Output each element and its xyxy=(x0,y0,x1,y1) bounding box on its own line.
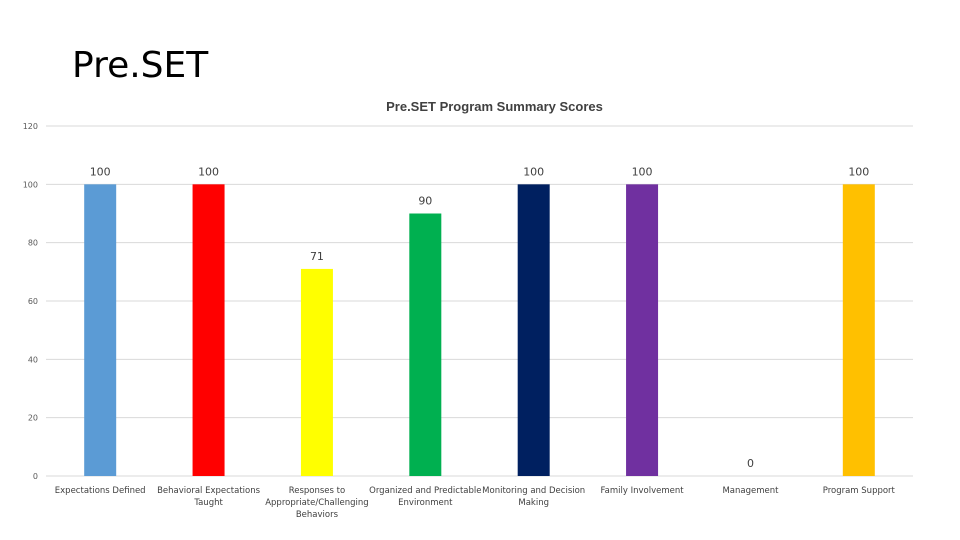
y-tick-label: 120 xyxy=(23,122,38,131)
x-tick-label: Monitoring and Decision Making xyxy=(482,486,585,508)
x-tick-label-line: Environment xyxy=(398,498,453,508)
data-label: 100 xyxy=(198,165,219,178)
bar xyxy=(842,184,875,477)
bar xyxy=(192,184,225,477)
x-tick-label: Expectations Defined xyxy=(55,486,146,496)
x-tick-label: Organized and Predictable Environment xyxy=(369,486,481,508)
data-label: 100 xyxy=(848,165,869,178)
x-tick-label-line: Program Support xyxy=(823,486,896,496)
x-tick-label-line: Management xyxy=(722,486,779,496)
chart-title: Pre.SET Program Summary Scores xyxy=(386,99,603,114)
data-label: 100 xyxy=(632,165,653,178)
x-tick-label: Family Involvement xyxy=(601,486,685,496)
bar xyxy=(409,213,442,476)
y-tick-label: 80 xyxy=(28,239,38,248)
x-tick-label: Management xyxy=(722,486,779,496)
x-tick-label-line: Taught xyxy=(193,498,223,508)
data-label: 100 xyxy=(523,165,544,178)
x-tick-label: Behavioral Expectations Taught xyxy=(157,486,261,508)
bar xyxy=(517,184,550,477)
x-tick-label-line: Behaviors xyxy=(296,510,339,520)
x-tick-label-line: Making xyxy=(518,498,549,508)
x-tick-label: Responses to Appropriate/Challenging Behav… xyxy=(265,486,368,520)
y-tick-label: 100 xyxy=(23,180,38,189)
bar xyxy=(626,184,659,477)
y-tick-label: 60 xyxy=(28,297,38,306)
chart-data-labels: 100 100 71 90 100 100 0 100 xyxy=(90,165,870,470)
x-tick-label: Program Support xyxy=(823,486,896,496)
data-label: 0 xyxy=(747,457,754,470)
y-axis-ticks: 0 20 40 60 80 100 120 xyxy=(23,122,38,481)
data-label: 71 xyxy=(310,250,324,263)
y-tick-label: 0 xyxy=(33,472,38,481)
chart-bars xyxy=(84,184,875,477)
x-tick-label-line: Responses to xyxy=(289,486,346,496)
x-tick-label-line: Monitoring and Decision xyxy=(482,486,585,496)
y-tick-label: 20 xyxy=(28,414,38,423)
slide-title: Pre.SET xyxy=(72,45,209,86)
x-tick-label-line: Expectations Defined xyxy=(55,486,146,496)
y-tick-label: 40 xyxy=(28,355,38,364)
x-tick-label-line: Organized and Predictable xyxy=(369,486,481,496)
x-tick-label-line: Behavioral Expectations xyxy=(157,486,261,496)
data-label: 100 xyxy=(90,165,111,178)
chart-gridlines xyxy=(46,125,913,477)
bar xyxy=(84,184,117,477)
bar xyxy=(300,268,333,476)
x-axis-labels: Expectations Defined Behavioral Expectati… xyxy=(55,486,896,520)
x-tick-label-line: Appropriate/Challenging xyxy=(265,498,368,508)
x-tick-label-line: Family Involvement xyxy=(601,486,685,496)
data-label: 90 xyxy=(418,195,432,208)
